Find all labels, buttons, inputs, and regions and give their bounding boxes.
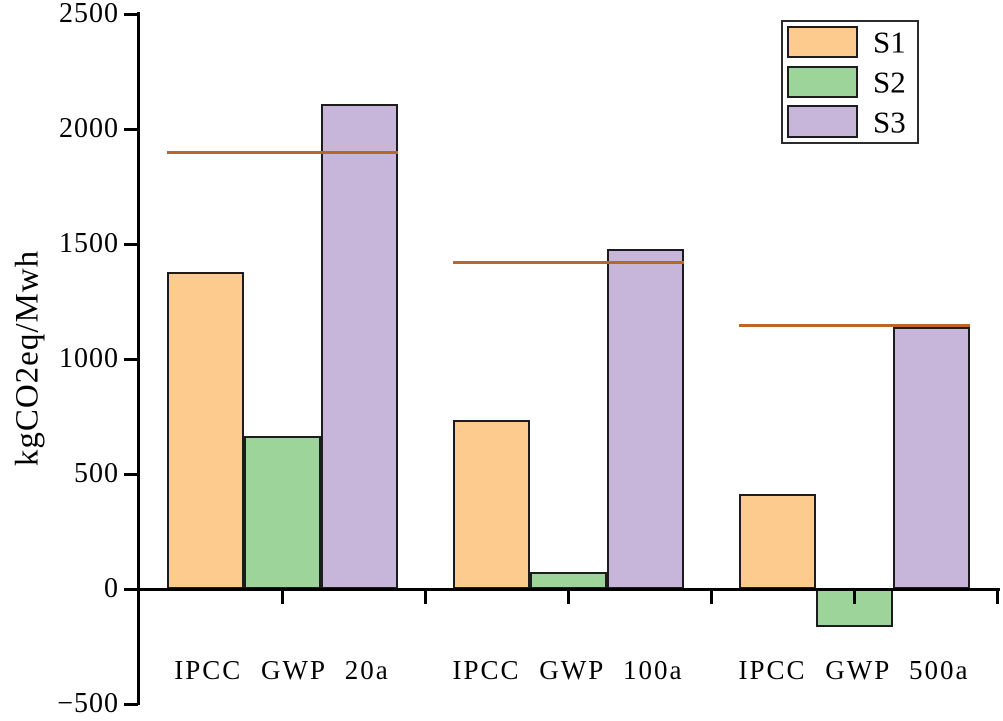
bar-s1-ipcc-gwp-100a [452,419,530,589]
y-tick-label-2500: 2500 [59,0,119,29]
legend-swatch-s3 [787,105,858,138]
bar-s2-ipcc-gwp-20a [243,436,321,589]
y-axis-spine [137,12,140,705]
bar-s3-ipcc-gwp-100a [606,248,684,589]
y-tick-2500 [124,13,138,16]
legend-label-s3: S3 [873,104,906,139]
reference-line-ipcc-gwp-500a [738,323,970,327]
y-tick-label-minus-500: −500 [57,688,119,719]
bar-s1-ipcc-gwp-500a [738,493,816,589]
legend-label-s2: S2 [873,64,906,100]
y-tick-label-1500: 1500 [59,228,119,259]
y-tick-0 [124,588,138,591]
reference-line-ipcc-gwp-100a [452,261,684,265]
y-axis-title: kgCO2eq/Mwh [9,249,46,467]
bar-s1-ipcc-gwp-20a [166,271,244,589]
legend-swatch-s1 [787,26,858,58]
bar-s2-ipcc-gwp-100a [529,571,607,589]
y-tick-label-0: 0 [104,573,119,604]
x-category-label-ipcc-gwp-500a: IPCC GWP 500a [738,655,970,685]
y-tick-label-1000: 1000 [59,343,119,374]
x-boundary-tick-1 [709,591,713,604]
x-category-label-ipcc-gwp-20a: IPCC GWP 20a [174,655,390,685]
reference-line-ipcc-gwp-20a [166,151,398,154]
x-tick-ipcc-gwp-100a [567,591,570,604]
bar-s3-ipcc-gwp-20a [320,103,398,589]
legend-label-s1: S1 [873,24,906,60]
y-tick-label-2000: 2000 [59,113,119,144]
y-tick-1000 [124,358,138,361]
x-axis-line [124,588,1000,591]
legend-swatch-s2 [787,66,858,98]
x-tick-ipcc-gwp-20a [281,591,284,604]
y-tick-label-500: 500 [74,458,119,489]
y-tick-500 [124,473,138,476]
x-boundary-tick-0 [423,591,427,604]
x-boundary-tick-2 [995,591,999,604]
x-category-label-ipcc-gwp-100a: IPCC GWP 100a [452,655,684,685]
bar-s3-ipcc-gwp-500a [892,326,970,589]
x-tick-ipcc-gwp-500a [853,591,856,604]
y-tick-1500 [124,243,138,246]
y-tick-minus-500 [124,703,138,706]
legend: S1 S2 S3 [781,20,919,144]
y-tick-2000 [124,128,138,131]
